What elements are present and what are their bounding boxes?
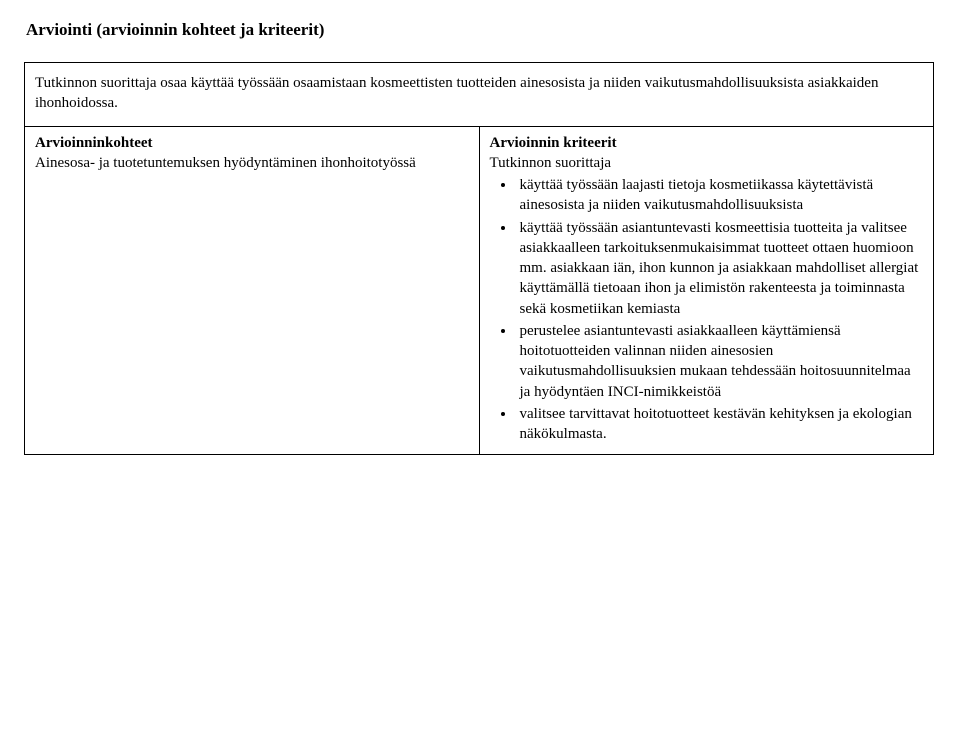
right-column: Arvioinnin kriteerit Tutkinnon suorittaj… <box>479 126 934 455</box>
section-heading: Arviointi (arvioinnin kohteet ja kriteer… <box>26 20 940 40</box>
right-lead: Tutkinnon suorittaja <box>490 153 924 173</box>
list-item: perustelee asiantuntevasti asiakkaalleen… <box>516 321 924 402</box>
list-item: käyttää työssään laajasti tietoja kosmet… <box>516 175 924 216</box>
intro-cell: Tutkinnon suorittaja osaa käyttää työssä… <box>25 63 934 127</box>
list-item: valitsee tarvittavat hoitotuotteet kestä… <box>516 404 924 445</box>
left-column: Arvioinninkohteet Ainesosa- ja tuotetunt… <box>25 126 480 455</box>
list-item: käyttää työssään asiantuntevasti kosmeet… <box>516 218 924 319</box>
criteria-list: käyttää työssään laajasti tietoja kosmet… <box>490 175 924 444</box>
right-header: Arvioinnin kriteerit <box>490 133 924 153</box>
left-header: Arvioinninkohteet <box>35 133 469 153</box>
left-body: Ainesosa- ja tuotetuntemuksen hyödyntämi… <box>35 153 469 173</box>
criteria-table: Tutkinnon suorittaja osaa käyttää työssä… <box>24 62 934 455</box>
